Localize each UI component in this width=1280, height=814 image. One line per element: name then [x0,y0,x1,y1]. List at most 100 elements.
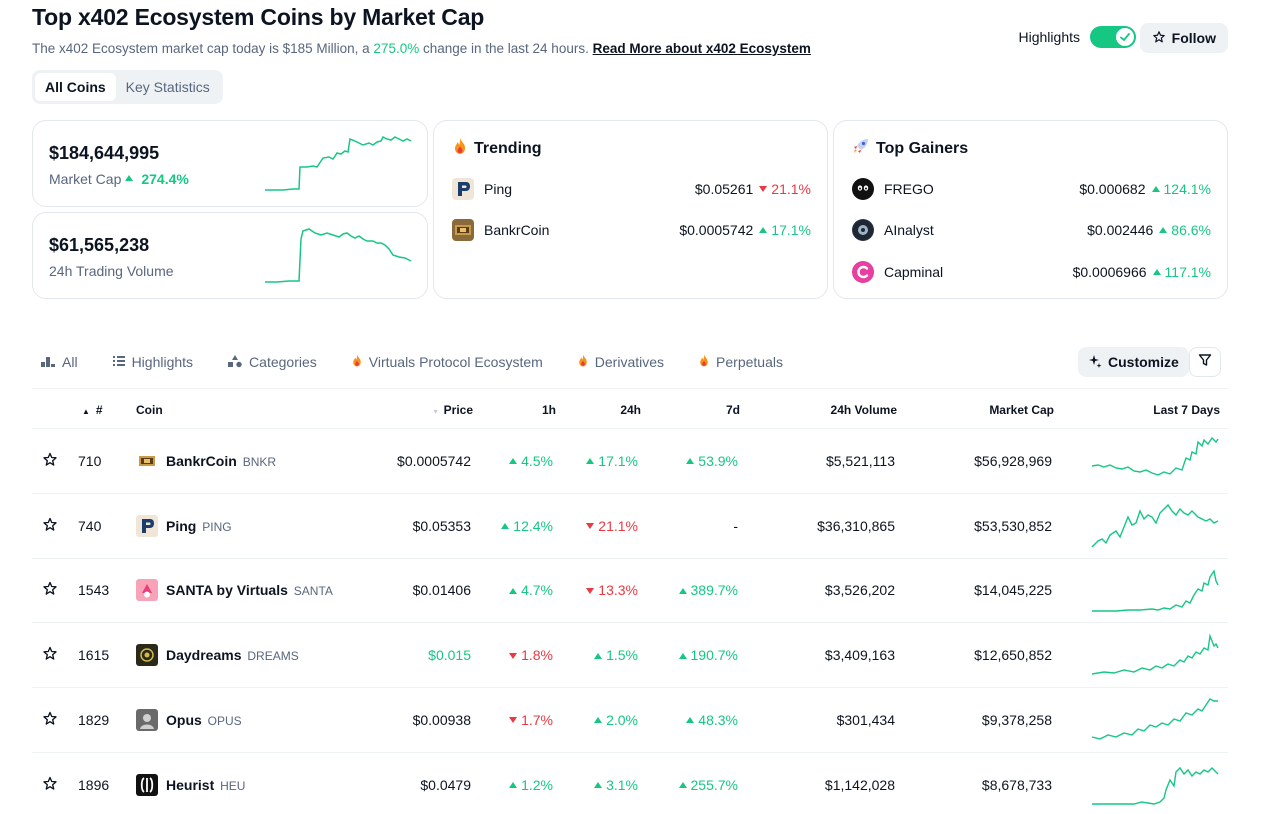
d7-change-cell: 190.7% [678,647,738,663]
trending-title-row: Trending [452,137,542,160]
gainer-item[interactable]: Capminal $0.0006966 117.1% [852,260,1211,284]
trending-item[interactable]: BankrCoin $0.0005742 17.1% [452,218,811,242]
rank-cell: 1896 [78,776,110,793]
highlights-toggle[interactable] [1090,26,1136,48]
sparkline-chart [1090,436,1220,486]
bankrcoin-logo-icon [452,219,474,241]
coin-cell[interactable]: Opus OPUS [136,709,242,732]
down-arrow-icon [586,587,595,594]
filter-perpetuals[interactable]: Perpetuals [698,353,783,371]
mcap-header[interactable]: Market Cap [989,403,1054,417]
market-cap-cell: $53,530,852 [974,517,1052,534]
coin-name: Opus [166,712,202,729]
ping-logo-icon [136,514,158,537]
up-arrow-icon [594,717,603,724]
coin-cell[interactable]: SANTA by Virtuals SANTA [136,579,333,602]
favorite-star-button[interactable] [42,775,58,794]
follow-button[interactable]: Follow [1139,23,1228,53]
coin-cell[interactable]: Heurist HEU [136,773,245,796]
h24-change-value: 2.0% [606,712,638,729]
filter-all[interactable]: All [40,354,78,371]
trending-card: Trending Ping $0.05261 21.1% BankrCoin $… [433,120,828,299]
up-arrow-icon [759,227,768,234]
volume-card: $61,565,238 24h Trading Volume [32,212,428,299]
market-cap-cell: $56,928,969 [974,452,1052,469]
market-cap-cell: $12,650,852 [974,647,1052,664]
volume-sparkline [265,228,412,283]
gainer-item[interactable]: FREGO $0.000682 124.1% [852,177,1211,201]
favorite-star-button[interactable] [42,646,58,665]
follow-label: Follow [1171,30,1216,46]
gainer-item-price: $0.002446 [1087,222,1154,238]
filter-derivatives-label: Derivatives [594,354,665,370]
subtitle-change: 275.0% [373,41,420,56]
gainer-item-change: 86.6% [1159,222,1211,238]
up-arrow-icon [1152,269,1161,276]
up-arrow-icon [678,587,687,594]
filter-highlights[interactable]: Highlights [112,354,193,371]
gainer-item-name: Capminal [884,264,944,280]
table-row[interactable]: 710 BankrCoin BNKR $0.0005742 4.5% 17.1% 53.9… [32,429,1228,494]
market-cap-label: Market Cap [49,171,122,187]
tab-key-statistics[interactable]: Key Statistics [125,79,210,95]
rank-cell: 1543 [78,582,110,599]
read-more-link[interactable]: Read More about x402 Ecosystem [592,41,811,56]
h1-change-value: 1.2% [521,776,553,793]
table-row[interactable]: 1896 Heurist HEU $0.0479 1.2% 3.1% 255.7% $1,1… [32,753,1228,814]
ping-logo-icon [452,178,474,200]
coin-cell[interactable]: Daydreams DREAMS [136,644,299,667]
favorite-star-button[interactable] [42,451,58,470]
gainer-item-name: AInalyst [884,222,934,238]
trending-item[interactable]: Ping $0.05261 21.1% [452,177,811,201]
volume-header[interactable]: 24h Volume [830,403,897,417]
table-header: ▲ # Coin ▾ Price 1h 24h 7d 24h Volume Mark… [32,388,1228,429]
h24-change-cell: 3.1% [594,777,638,793]
trending-item-change: 17.1% [759,222,811,238]
filter-categories[interactable]: Categories [227,354,317,371]
h1-change-value: 12.4% [513,517,553,534]
tab-all-coins[interactable]: All Coins [35,73,116,101]
table-row[interactable]: 740 Ping PING $0.05353 12.4% 21.1% - $36,310,8… [32,494,1228,559]
h24-change-value: 21.1% [598,517,638,534]
h24-header[interactable]: 24h [620,403,641,417]
favorite-star-button[interactable] [42,711,58,730]
market-cap-card: $184,644,995 Market Cap 274.4% [32,120,428,207]
coin-header[interactable]: Coin [136,403,163,417]
table-row[interactable]: 1543 SANTA by Virtuals SANTA $0.01406 4.7% 1… [32,559,1228,624]
favorite-star-button[interactable] [42,516,58,535]
heurist-logo-icon [136,773,158,796]
h1-header[interactable]: 1h [541,403,556,417]
coin-name: Ping [166,517,197,534]
fire-icon [351,353,363,371]
capminal-logo-icon [852,261,874,283]
market-cap-change: 274.4% [141,171,189,187]
sparkline-chart [1090,565,1220,615]
table-row[interactable]: 1829 Opus OPUS $0.00938 1.7% 2.0% 48.3% $301,4… [32,688,1228,753]
volume-cell: $301,434 [836,712,895,729]
market-cap-sparkline [265,135,412,191]
volume-label-text: 24h Trading Volume [49,263,174,279]
d7-change-value: 389.7% [690,582,738,599]
coin-cell[interactable]: Ping PING [136,514,232,537]
sparkle-icon [1088,354,1102,371]
up-arrow-icon [594,782,603,789]
gainer-item-price: $0.000682 [1079,181,1146,197]
filter-derivatives[interactable]: Derivatives [577,353,664,371]
up-arrow-icon [501,522,510,529]
gainer-item-change-value: 86.6% [1171,222,1211,238]
price-cell: $0.015 [428,647,471,664]
d7-header[interactable]: 7d [725,403,740,417]
filter-button[interactable] [1189,347,1221,377]
coin-cell[interactable]: BankrCoin BNKR [136,450,276,472]
star-icon [42,711,58,730]
customize-button[interactable]: Customize [1078,347,1189,377]
volume-cell: $5,521,113 [825,452,895,469]
gainer-item[interactable]: AInalyst $0.002446 86.6% [852,218,1211,242]
filter-virtuals[interactable]: Virtuals Protocol Ecosystem [351,353,543,371]
volume-value: $61,565,238 [49,235,150,255]
favorite-star-button[interactable] [42,581,58,600]
sort-rank-header[interactable]: ▲ # [82,403,103,417]
page-subtitle: The x402 Ecosystem market cap today is $… [32,41,1232,56]
table-row[interactable]: 1615 Daydreams DREAMS $0.015 1.8% 1.5% 190.7%… [32,623,1228,689]
price-header[interactable]: ▾ Price [434,403,473,417]
